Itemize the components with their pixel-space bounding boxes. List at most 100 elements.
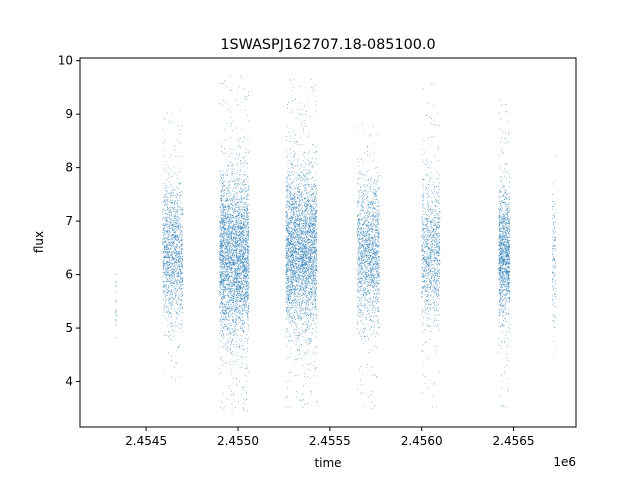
data-point (172, 273, 173, 275)
data-point (241, 219, 243, 221)
data-point (221, 82, 223, 84)
data-point (225, 264, 227, 266)
data-point (178, 218, 180, 220)
data-point (174, 262, 176, 264)
data-point (246, 258, 248, 260)
data-point (219, 290, 221, 292)
data-point (236, 269, 237, 271)
data-point (288, 250, 290, 252)
data-point (234, 303, 236, 305)
data-point (225, 309, 227, 311)
data-point (222, 272, 224, 274)
data-point (237, 282, 239, 284)
data-point (226, 229, 228, 231)
data-point (175, 234, 177, 236)
data-point (302, 232, 304, 234)
data-point (173, 166, 175, 168)
data-point (229, 372, 231, 374)
data-point (236, 334, 238, 336)
data-point (232, 170, 234, 172)
data-point (219, 270, 221, 272)
data-point (168, 173, 170, 175)
data-point (228, 266, 230, 268)
data-point (179, 236, 180, 238)
data-point (226, 209, 228, 211)
data-point (307, 242, 309, 244)
data-point (222, 306, 224, 308)
data-point (175, 238, 177, 240)
data-point (169, 261, 171, 263)
data-point (220, 180, 221, 182)
data-point (246, 268, 248, 269)
data-point (175, 155, 177, 157)
data-point (236, 293, 238, 295)
data-point (225, 319, 227, 321)
data-point (223, 209, 225, 211)
data-point (237, 256, 238, 258)
data-point (246, 279, 248, 281)
data-point (236, 323, 237, 325)
data-point (239, 213, 240, 215)
data-point (229, 277, 231, 279)
data-point (237, 104, 239, 105)
data-point (233, 217, 235, 219)
data-point (162, 311, 164, 313)
data-point (169, 257, 171, 259)
data-point (226, 237, 228, 239)
data-point (242, 295, 244, 297)
data-point (232, 377, 234, 379)
data-point (246, 292, 248, 294)
data-point (228, 206, 230, 208)
data-point (177, 244, 178, 245)
data-point (176, 267, 178, 269)
data-point (224, 185, 226, 187)
data-point (179, 284, 181, 286)
data-point (247, 208, 249, 209)
data-point (227, 278, 229, 280)
data-point (219, 284, 221, 286)
data-point (226, 197, 228, 199)
data-point (236, 315, 238, 317)
data-point (163, 183, 165, 184)
data-point (244, 219, 246, 221)
data-point (115, 309, 117, 311)
data-point (222, 281, 224, 283)
data-point (242, 403, 244, 405)
data-point (247, 323, 249, 325)
data-point (169, 200, 170, 202)
data-point (247, 268, 249, 269)
data-point (245, 271, 246, 273)
data-point (242, 182, 244, 184)
data-point (228, 192, 229, 194)
data-point (315, 304, 316, 306)
data-point (166, 221, 168, 223)
data-point (220, 372, 222, 374)
data-point (227, 173, 228, 175)
data-point (245, 280, 247, 282)
data-point (248, 294, 250, 296)
data-point (246, 96, 248, 98)
data-point (168, 245, 170, 247)
data-point (245, 310, 247, 311)
data-point (180, 183, 182, 185)
data-point (232, 199, 234, 201)
data-point (177, 259, 179, 260)
data-point (239, 260, 241, 262)
data-point (224, 295, 226, 297)
data-point (245, 311, 247, 313)
data-point (248, 187, 250, 189)
data-point (164, 238, 166, 240)
data-point (169, 206, 171, 208)
data-point (225, 284, 227, 286)
data-point (169, 243, 171, 245)
data-point (240, 259, 242, 261)
data-point (219, 236, 221, 238)
data-point (227, 253, 229, 254)
data-point (247, 217, 248, 218)
data-point (222, 215, 224, 217)
data-point (223, 227, 225, 229)
data-point (238, 212, 239, 214)
data-point (167, 319, 169, 321)
data-point (225, 277, 226, 279)
data-point (236, 210, 238, 212)
